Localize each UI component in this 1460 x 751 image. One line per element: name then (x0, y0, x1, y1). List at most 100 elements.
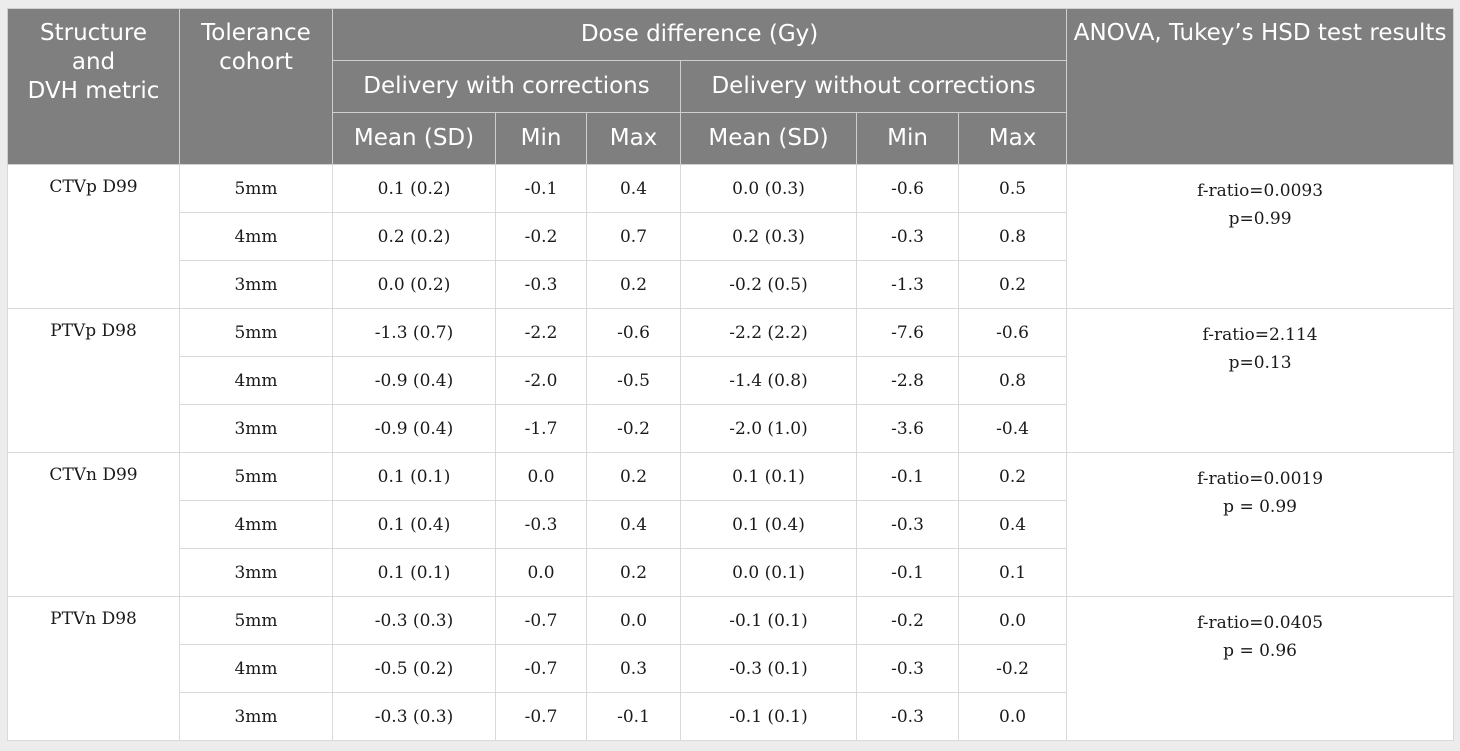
without-min-cell: -0.1 (856, 548, 959, 597)
with-min-cell: -0.7 (495, 596, 587, 645)
header-dose-difference: Dose difference (Gy) (331, 8, 1068, 61)
without-mean-cell: -0.1 (0.1) (680, 596, 857, 645)
without-min-cell: -1.3 (856, 260, 959, 309)
tolerance-cell: 3mm (179, 692, 333, 741)
without-min-cell: -0.2 (856, 596, 959, 645)
structure-cell: PTVp D98 (7, 308, 180, 453)
table-row: PTVn D98 5mm -0.3 (0.3) -0.7 0.0 -0.1 (0… (7, 596, 1455, 741)
header-tolerance-line: Tolerance (201, 20, 311, 46)
without-min-cell: -0.3 (856, 500, 959, 549)
tolerance-cell: 3mm (179, 260, 333, 309)
without-min-cell: -7.6 (856, 308, 959, 357)
header-anova: ANOVA, Tukey’s HSD test results (1066, 8, 1455, 165)
with-max-cell: -0.1 (586, 692, 681, 741)
without-max-cell: 0.5 (957, 164, 1068, 213)
with-max-cell: 0.4 (586, 164, 681, 213)
table-header: Structure and DVH metric Tolerance cohor… (7, 8, 1455, 165)
anova-cell: f-ratio=0.0093 p=0.99 (1066, 164, 1455, 309)
without-max-cell: 0.4 (957, 500, 1068, 549)
with-mean-cell: 0.1 (0.4) (332, 500, 496, 549)
header-structure-line: and (71, 49, 116, 75)
tolerance-cell: 5mm (179, 308, 333, 357)
with-max-cell: 0.0 (586, 596, 681, 645)
with-mean-cell: 0.0 (0.2) (332, 260, 496, 309)
anova-f-ratio: f-ratio=0.0405 (1197, 613, 1324, 633)
table-row: CTVn D99 5mm 0.1 (0.1) 0.0 0.2 0.1 (0.1)… (7, 452, 1455, 597)
anova-f-ratio: f-ratio=2.114 (1202, 325, 1318, 345)
with-max-cell: -0.6 (586, 308, 681, 357)
with-min-cell: -2.2 (495, 308, 587, 357)
without-mean-cell: 0.1 (0.1) (680, 452, 857, 501)
without-mean-cell: -1.4 (0.8) (680, 356, 857, 405)
header-without-corrections: Delivery without corrections (679, 60, 1068, 113)
without-mean-cell: 0.2 (0.3) (680, 212, 857, 261)
header-without-min: Min (856, 112, 959, 165)
without-mean-cell: 0.0 (0.1) (680, 548, 857, 597)
with-max-cell: 0.2 (586, 260, 681, 309)
without-max-cell: 0.2 (957, 260, 1068, 309)
without-mean-cell: -0.1 (0.1) (680, 692, 857, 741)
with-max-cell: 0.2 (586, 452, 681, 501)
with-min-cell: -1.7 (495, 404, 587, 453)
dose-difference-table: Structure and DVH metric Tolerance cohor… (7, 8, 1455, 741)
tolerance-cell: 5mm (179, 596, 333, 645)
anova-cell: f-ratio=0.0405 p = 0.96 (1066, 596, 1455, 741)
anova-p-value: p=0.13 (1228, 353, 1292, 373)
table-row: 4mm 0.2 (0.2) -0.2 0.7 0.2 (0.3) -0.3 0.… (8, 212, 1454, 261)
table-row: 3mm -0.3 (0.3) -0.7 -0.1 -0.1 (0.1) -0.3… (8, 692, 1454, 741)
header-with-mean-sd: Mean (SD) (332, 112, 496, 165)
anova-cell: f-ratio=0.0019 p = 0.99 (1066, 452, 1455, 597)
without-max-cell: 0.8 (957, 212, 1068, 261)
without-max-cell: -0.2 (957, 644, 1068, 693)
with-max-cell: 0.4 (586, 500, 681, 549)
header-structure: Structure and DVH metric (7, 8, 180, 165)
with-max-cell: 0.3 (586, 644, 681, 693)
anova-f-ratio: f-ratio=0.0019 (1197, 469, 1324, 489)
without-max-cell: 0.0 (957, 692, 1068, 741)
header-with-corrections: Delivery with corrections (332, 60, 681, 113)
table-row: 4mm 0.1 (0.4) -0.3 0.4 0.1 (0.4) -0.3 0.… (8, 500, 1454, 549)
structure-cell: PTVn D98 (7, 596, 180, 741)
anova-p-value: p = 0.99 (1223, 497, 1297, 517)
table-row: CTVp D99 5mm 0.1 (0.2) -0.1 0.4 0.0 (0.3… (7, 164, 1455, 309)
with-min-cell: 0.0 (495, 548, 587, 597)
header-structure-line: DVH metric (27, 78, 160, 104)
with-mean-cell: 0.1 (0.2) (332, 164, 496, 213)
with-min-cell: -0.3 (495, 500, 587, 549)
tolerance-cell: 4mm (179, 500, 333, 549)
without-max-cell: 0.2 (957, 452, 1068, 501)
with-min-cell: -2.0 (495, 356, 587, 405)
with-mean-cell: -1.3 (0.7) (332, 308, 496, 357)
header-structure-line: Structure (40, 20, 147, 46)
without-min-cell: -3.6 (856, 404, 959, 453)
anova-p-value: p=0.99 (1228, 209, 1292, 229)
without-mean-cell: -0.2 (0.5) (680, 260, 857, 309)
without-max-cell: 0.0 (957, 596, 1068, 645)
header-without-max: Max (957, 112, 1068, 165)
with-mean-cell: -0.9 (0.4) (332, 356, 496, 405)
without-mean-cell: -2.2 (2.2) (680, 308, 857, 357)
with-mean-cell: -0.5 (0.2) (332, 644, 496, 693)
tolerance-cell: 3mm (179, 548, 333, 597)
anova-p-value: p = 0.96 (1223, 641, 1297, 661)
with-max-cell: -0.5 (586, 356, 681, 405)
without-mean-cell: -2.0 (1.0) (680, 404, 857, 453)
header-with-max: Max (586, 112, 681, 165)
tolerance-cell: 3mm (179, 404, 333, 453)
table-body: CTVp D99 5mm 0.1 (0.2) -0.1 0.4 0.0 (0.3… (7, 164, 1455, 741)
structure-cell: CTVn D99 (7, 452, 180, 597)
tolerance-cell: 5mm (179, 164, 333, 213)
with-mean-cell: -0.9 (0.4) (332, 404, 496, 453)
with-max-cell: 0.7 (586, 212, 681, 261)
tolerance-cell: 4mm (179, 644, 333, 693)
without-mean-cell: 0.1 (0.4) (680, 500, 857, 549)
table-row: 4mm -0.9 (0.4) -2.0 -0.5 -1.4 (0.8) -2.8… (8, 356, 1454, 405)
with-mean-cell: 0.1 (0.1) (332, 548, 496, 597)
table-row: 3mm 0.0 (0.2) -0.3 0.2 -0.2 (0.5) -1.3 0… (8, 260, 1454, 309)
header-tolerance-line: cohort (219, 49, 293, 75)
anova-f-ratio: f-ratio=0.0093 (1197, 181, 1324, 201)
with-min-cell: 0.0 (495, 452, 587, 501)
table-row: 3mm 0.1 (0.1) 0.0 0.2 0.0 (0.1) -0.1 0.1 (8, 548, 1454, 597)
header-with-min: Min (495, 112, 587, 165)
